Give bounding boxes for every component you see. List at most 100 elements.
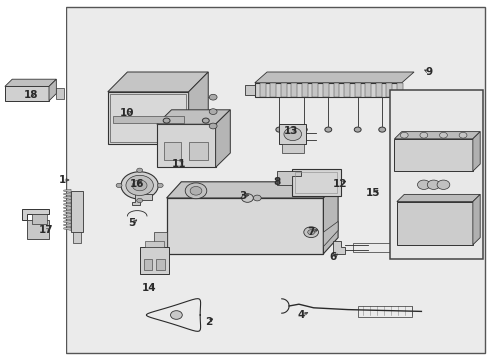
Bar bbox=[295, 172, 337, 193]
Bar bbox=[394, 139, 473, 171]
Bar bbox=[71, 191, 83, 232]
Bar bbox=[397, 83, 403, 97]
Bar bbox=[358, 306, 412, 317]
Bar bbox=[353, 243, 426, 252]
Polygon shape bbox=[64, 227, 71, 230]
Polygon shape bbox=[394, 132, 480, 139]
Text: 13: 13 bbox=[284, 126, 299, 136]
Polygon shape bbox=[397, 194, 480, 202]
Circle shape bbox=[116, 183, 122, 188]
Circle shape bbox=[304, 227, 318, 238]
Circle shape bbox=[400, 132, 408, 138]
Polygon shape bbox=[167, 182, 338, 198]
Polygon shape bbox=[64, 196, 71, 199]
Text: 16: 16 bbox=[130, 179, 145, 189]
Text: 7: 7 bbox=[307, 227, 315, 237]
Polygon shape bbox=[157, 110, 230, 124]
Text: 3: 3 bbox=[239, 191, 246, 201]
Text: 6: 6 bbox=[330, 252, 337, 262]
Bar bbox=[313, 83, 318, 97]
Text: 14: 14 bbox=[142, 283, 157, 293]
Bar bbox=[156, 259, 165, 270]
Text: 1: 1 bbox=[59, 175, 66, 185]
Bar bbox=[323, 83, 329, 97]
Polygon shape bbox=[255, 83, 402, 97]
Bar bbox=[144, 259, 152, 270]
Bar bbox=[270, 83, 276, 97]
Text: 11: 11 bbox=[172, 159, 186, 169]
Text: 8: 8 bbox=[273, 177, 280, 187]
Circle shape bbox=[132, 180, 147, 191]
Circle shape bbox=[417, 180, 430, 189]
Circle shape bbox=[308, 230, 315, 235]
Circle shape bbox=[209, 109, 217, 114]
Polygon shape bbox=[154, 232, 167, 247]
Circle shape bbox=[209, 94, 217, 100]
Circle shape bbox=[185, 183, 207, 199]
Bar bbox=[0, 0, 66, 360]
Circle shape bbox=[284, 128, 301, 141]
Bar bbox=[355, 83, 361, 97]
Bar bbox=[66, 7, 485, 353]
Circle shape bbox=[253, 195, 261, 201]
Circle shape bbox=[379, 127, 386, 132]
Circle shape bbox=[440, 132, 447, 138]
Bar bbox=[260, 83, 266, 97]
Polygon shape bbox=[27, 220, 49, 239]
Bar bbox=[189, 142, 208, 160]
Circle shape bbox=[437, 180, 450, 189]
Bar bbox=[302, 83, 308, 97]
Text: 15: 15 bbox=[366, 188, 381, 198]
Bar bbox=[292, 169, 341, 196]
Polygon shape bbox=[49, 79, 56, 101]
Polygon shape bbox=[108, 72, 208, 92]
Polygon shape bbox=[64, 217, 71, 220]
Polygon shape bbox=[64, 224, 71, 227]
Polygon shape bbox=[216, 110, 230, 167]
Text: 12: 12 bbox=[333, 179, 348, 189]
Polygon shape bbox=[64, 193, 71, 196]
Circle shape bbox=[325, 127, 332, 132]
Circle shape bbox=[300, 127, 307, 132]
Circle shape bbox=[354, 127, 361, 132]
Bar bbox=[386, 83, 392, 97]
Bar bbox=[5, 86, 49, 101]
Circle shape bbox=[202, 118, 209, 123]
Circle shape bbox=[427, 180, 440, 189]
Polygon shape bbox=[64, 207, 71, 210]
Polygon shape bbox=[277, 171, 301, 185]
Polygon shape bbox=[473, 132, 480, 171]
Polygon shape bbox=[64, 210, 71, 213]
Bar bbox=[365, 83, 371, 97]
Polygon shape bbox=[64, 220, 71, 224]
Text: 18: 18 bbox=[24, 90, 39, 100]
Bar bbox=[167, 198, 323, 254]
Bar bbox=[334, 83, 340, 97]
Bar bbox=[390, 90, 483, 259]
Circle shape bbox=[459, 132, 467, 138]
Circle shape bbox=[137, 198, 143, 203]
Polygon shape bbox=[473, 194, 480, 245]
Bar bbox=[281, 83, 287, 97]
Bar bbox=[344, 83, 350, 97]
Polygon shape bbox=[323, 221, 338, 247]
Bar bbox=[73, 232, 81, 243]
Circle shape bbox=[171, 311, 182, 319]
Text: 10: 10 bbox=[120, 108, 135, 118]
Bar bbox=[56, 88, 64, 99]
Circle shape bbox=[126, 175, 153, 195]
Polygon shape bbox=[323, 182, 338, 254]
Bar bbox=[145, 241, 164, 247]
Bar bbox=[376, 83, 382, 97]
Text: 5: 5 bbox=[129, 218, 136, 228]
Circle shape bbox=[242, 194, 253, 202]
Bar bbox=[110, 94, 186, 142]
Bar bbox=[32, 214, 47, 224]
Circle shape bbox=[420, 132, 428, 138]
Circle shape bbox=[209, 123, 217, 129]
Polygon shape bbox=[64, 189, 71, 193]
Circle shape bbox=[157, 183, 163, 188]
Polygon shape bbox=[245, 85, 255, 95]
Text: 2: 2 bbox=[205, 317, 212, 327]
Circle shape bbox=[190, 186, 202, 195]
